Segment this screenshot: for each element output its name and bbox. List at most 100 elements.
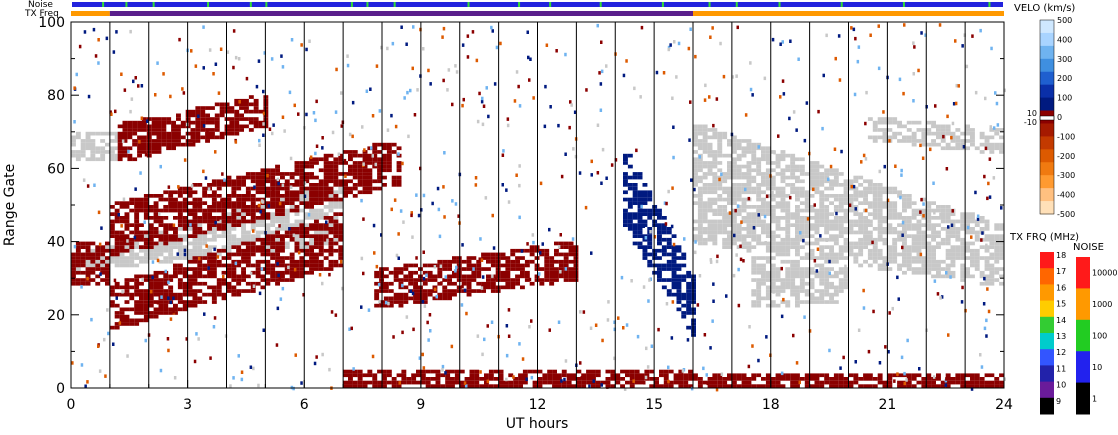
scatter-point (335, 67, 338, 72)
scatter-cell (139, 281, 144, 286)
scatter-cell (275, 168, 280, 173)
scatter-point (315, 144, 319, 148)
scatter-point (803, 315, 806, 319)
scatter-cell (627, 212, 633, 216)
scatter-point (484, 196, 488, 200)
scatter-cell (558, 274, 564, 279)
scatter-cell (173, 201, 178, 205)
scatter-cell (693, 131, 698, 136)
scatter-cell (481, 252, 486, 257)
scatter-point (955, 83, 958, 88)
scatter-cell (824, 205, 830, 209)
scatter-cell (211, 223, 217, 227)
scatter-cell (911, 234, 917, 238)
scatter-cell (95, 256, 101, 260)
scatter-cell (756, 278, 762, 282)
scatter-cell (756, 168, 762, 173)
scatter-cell (382, 164, 387, 169)
scatter-cell (911, 131, 917, 136)
scatter-point (151, 260, 155, 264)
noise-tick (708, 2, 711, 7)
scatter-cell (250, 179, 256, 184)
scatter-cell (838, 285, 844, 290)
scatter-cell (338, 263, 344, 268)
scatter-cell (814, 256, 820, 260)
scatter-cell (226, 183, 232, 187)
scatter-cell (756, 292, 762, 297)
scatter-cell (226, 285, 232, 290)
scatter-cell (989, 237, 995, 242)
scatter-point (117, 213, 120, 217)
scatter-cell (229, 128, 235, 132)
scatter-cell (882, 205, 888, 209)
scatter-cell (911, 208, 917, 213)
scatter-cell (751, 153, 757, 158)
scatter-cell (926, 208, 932, 213)
scatter-cell (211, 292, 217, 297)
scatter-cell (328, 248, 334, 253)
scatter-cell (702, 190, 708, 195)
scatter-cell (746, 139, 752, 143)
scatter-cell (765, 296, 771, 301)
scatter-cell (187, 212, 193, 216)
scatter-cell (382, 161, 387, 165)
scatter-cell (906, 219, 912, 224)
scatter-cell (323, 241, 329, 246)
noise-tick (467, 2, 470, 7)
scatter-cell (691, 278, 696, 282)
scatter-cell (275, 259, 280, 264)
scatter-cell (867, 377, 873, 381)
scatter-point (797, 57, 800, 61)
scatter-cell (450, 369, 455, 374)
scatter-point (255, 84, 259, 89)
scatter-cell (210, 135, 215, 140)
scatter-cell (481, 285, 486, 290)
scatter-cell (702, 216, 708, 220)
scatter-cell (549, 278, 555, 282)
scatter-cell (241, 205, 246, 209)
scatter-cell (445, 373, 451, 378)
scatter-point (929, 147, 932, 152)
scatter-cell (117, 157, 123, 162)
scatter-cell (681, 303, 687, 308)
scatter-cell (245, 241, 251, 246)
scatter-cell (333, 216, 339, 220)
scatter-cell (945, 274, 951, 279)
scatter-cell (377, 142, 382, 147)
scatter-cell (265, 179, 271, 184)
scatter-cell (727, 186, 732, 191)
scatter-cell (921, 234, 927, 238)
scatter-cell (833, 194, 839, 198)
scatter-cell (761, 183, 766, 187)
scatter-cell (134, 285, 140, 290)
scatter-cell (819, 179, 825, 184)
scatter-point (378, 109, 382, 113)
scatter-cell (241, 219, 246, 224)
scatter-cell (148, 311, 154, 315)
scatter-cell (161, 124, 167, 129)
scatter-point (698, 274, 702, 278)
scatter-cell (386, 150, 392, 154)
scatter-cell (413, 289, 418, 293)
scatter-cell (338, 252, 344, 257)
scatter-cell (484, 377, 489, 381)
scatter-cell (182, 300, 188, 304)
scatter-cell (994, 380, 1000, 385)
scatter-cell (143, 205, 149, 209)
scatter-point (670, 336, 674, 340)
scatter-point (499, 41, 502, 46)
scatter-cell (396, 373, 402, 378)
scatter-point (222, 275, 225, 279)
scatter-cell (921, 197, 927, 202)
scatter-cell (132, 124, 138, 129)
scatter-cell (323, 183, 329, 187)
scatter-cell (731, 230, 737, 235)
scatter-cell (790, 285, 796, 290)
scatter-point (589, 326, 593, 330)
scatter-cell (216, 289, 222, 293)
scatter-cell (634, 380, 640, 385)
scatter-cell (357, 168, 363, 173)
scatter-cell (343, 384, 348, 388)
scatter-cell (318, 252, 324, 257)
scatter-cell (727, 194, 732, 198)
